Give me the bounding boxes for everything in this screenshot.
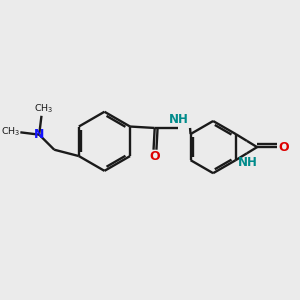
Text: O: O (149, 151, 160, 164)
Text: NH: NH (238, 156, 257, 169)
Text: N: N (34, 128, 44, 141)
Text: CH$_3$: CH$_3$ (34, 103, 54, 115)
Text: NH: NH (169, 113, 188, 126)
Text: CH$_3$: CH$_3$ (1, 125, 20, 138)
Text: O: O (279, 141, 289, 154)
